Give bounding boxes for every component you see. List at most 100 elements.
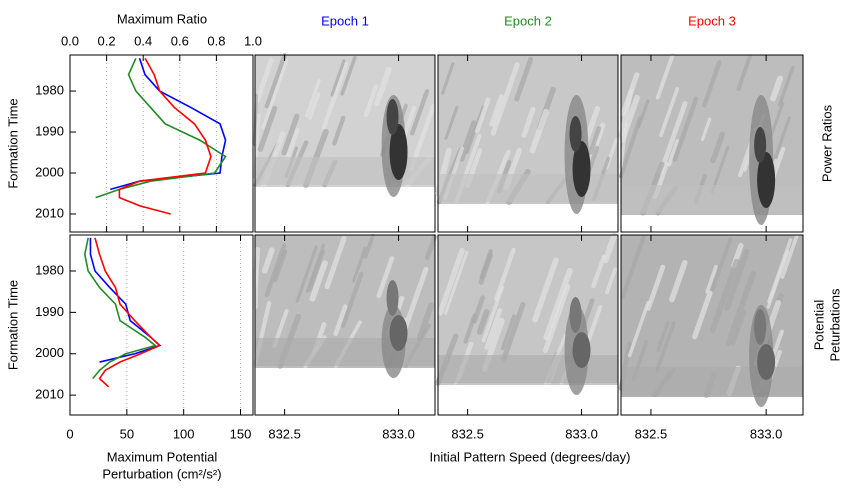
contour-streak	[476, 308, 490, 335]
contour-streak	[669, 259, 688, 303]
contour-streak	[705, 264, 718, 294]
x-tick-label: 833.0	[382, 426, 415, 441]
contour-streak	[655, 321, 676, 373]
contour-peak	[757, 152, 776, 208]
x-tick-label: 0	[66, 426, 73, 441]
contour-streak	[770, 75, 784, 102]
contour-streak	[441, 62, 455, 95]
contour-streak	[264, 243, 287, 298]
contour-peak	[754, 309, 767, 345]
contour-streak	[645, 264, 666, 311]
contour-streak	[618, 116, 642, 179]
contour-streak	[351, 246, 367, 283]
contour-streak	[780, 234, 799, 279]
x-tick-label: 0.6	[171, 33, 189, 48]
contour-streak	[655, 53, 675, 100]
contour-streak	[309, 260, 328, 302]
panel-background	[70, 55, 253, 232]
x-tick-label: 832.5	[451, 426, 484, 441]
contour-streak	[672, 96, 699, 162]
contour-streak	[272, 249, 288, 283]
contour-peak	[389, 315, 408, 351]
x-tick-label: 832.5	[268, 426, 301, 441]
contour-peak	[386, 99, 399, 135]
x-tick-label: 833.0	[565, 426, 598, 441]
contour-streak	[363, 233, 375, 259]
contour-mask	[438, 385, 618, 415]
column-title: Epoch 1	[321, 13, 369, 28]
panel-frame	[437, 234, 619, 416]
contour-streak	[424, 234, 438, 261]
contour-streak	[736, 54, 752, 92]
panel-frame	[69, 234, 254, 416]
contour-streak	[285, 128, 300, 161]
x-tick-label: 833.0	[750, 426, 783, 441]
x-tick-label: 1.0	[244, 33, 262, 48]
contour-streak	[437, 247, 465, 316]
contour-streak	[659, 87, 680, 137]
contour-streak	[341, 271, 364, 328]
contour-streak	[521, 106, 536, 138]
contour-streak	[281, 113, 300, 156]
contour-streak	[620, 234, 646, 299]
x-tick-label: 0.4	[134, 33, 152, 48]
contour-streak	[709, 258, 740, 333]
contour-streak	[465, 105, 485, 154]
y-tick-label: 2010	[35, 205, 64, 220]
x-axis-label: Perturbation (cm²/s²)	[102, 466, 221, 481]
contour-streak	[308, 92, 321, 121]
x-tick-label: 50	[120, 426, 134, 441]
contour-mask	[621, 397, 803, 415]
contour-streak	[700, 117, 712, 142]
contour-streak	[305, 79, 321, 118]
contour-streak	[463, 313, 477, 344]
panel-background	[70, 235, 253, 415]
contour-band	[438, 174, 618, 202]
contour-streak	[257, 105, 278, 152]
contour-peak	[572, 332, 591, 368]
contour-streak	[489, 93, 504, 127]
contour-band	[438, 355, 618, 383]
contour-streak	[478, 252, 494, 285]
contour-peak	[386, 280, 399, 316]
contour-streak	[500, 314, 516, 351]
contour-streak	[376, 256, 395, 299]
contour-streak	[692, 290, 713, 340]
contour-streak	[627, 300, 650, 358]
contour-streak	[416, 302, 435, 341]
contour-band	[255, 157, 435, 185]
contour-streak	[474, 97, 491, 134]
panel-frame	[254, 234, 436, 416]
panel-frame	[620, 234, 804, 416]
contour-streak	[324, 235, 347, 290]
contour-streak	[264, 52, 287, 109]
row-label: Power Ratios	[819, 104, 834, 182]
x-tick-label: 150	[230, 426, 252, 441]
contour-streak	[619, 123, 628, 169]
panel-frame	[620, 54, 804, 233]
panel-frame	[437, 54, 619, 233]
contour-streak	[543, 267, 573, 341]
x-axis-title: Maximum Ratio	[117, 11, 207, 26]
contour-peak	[389, 124, 408, 180]
contour-streak	[542, 283, 571, 353]
contour-streak	[494, 247, 516, 302]
column-title: Epoch 3	[688, 13, 736, 28]
y-tick-label: 1980	[35, 262, 64, 277]
contour-streak	[730, 310, 747, 346]
contour-streak	[490, 62, 520, 136]
contour-streak	[363, 84, 379, 118]
data-line	[94, 237, 162, 388]
contour-streak	[529, 108, 549, 154]
contour-mask	[621, 215, 803, 232]
y-tick-label: 1990	[35, 123, 64, 138]
x-tick-label: 832.5	[635, 426, 668, 441]
contour-streak	[444, 250, 469, 315]
contour-streak	[532, 257, 559, 323]
contour-streak	[514, 57, 534, 102]
contour-mask	[438, 204, 618, 232]
contour-streak	[410, 89, 430, 136]
x-tick-label: 0.2	[98, 33, 116, 48]
panel-frame	[254, 54, 436, 233]
